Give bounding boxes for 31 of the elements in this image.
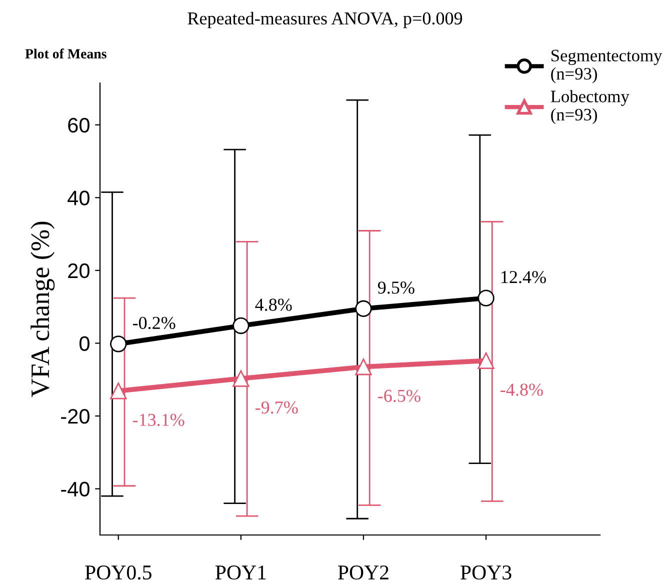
data-label: 9.5% xyxy=(378,282,414,294)
y-tick-label: 0 xyxy=(80,336,90,351)
data-label: 12.4% xyxy=(502,270,546,284)
data-label: -4.8% xyxy=(500,384,543,396)
point xyxy=(355,300,372,317)
data-label: -9.7% xyxy=(255,401,298,414)
legend-label: Lobectomy (n=93) xyxy=(550,90,630,124)
y-tick-label: 40 xyxy=(68,190,90,206)
point xyxy=(478,290,494,306)
chart-subtitle: Plot of Means xyxy=(25,48,106,58)
y-tick-label: 60 xyxy=(68,118,90,133)
data-label: -13.1% xyxy=(132,414,184,426)
x-tick-label: POY2 xyxy=(338,566,388,580)
legend-label: Segmentectomy (n=93) xyxy=(551,50,662,84)
point xyxy=(232,317,250,334)
point xyxy=(355,358,372,376)
x-tick-label: POY3 xyxy=(460,566,512,580)
y-axis-title: VFA change (%) xyxy=(30,222,55,398)
x-tick-label: POY0.5 xyxy=(85,565,152,580)
point xyxy=(110,382,127,400)
y-tick-label: -40 xyxy=(61,482,90,497)
point xyxy=(478,352,494,370)
data-label: -6.5% xyxy=(378,390,420,402)
point xyxy=(110,336,127,352)
x-tick-label: POY1 xyxy=(215,566,266,580)
point xyxy=(232,370,250,387)
y-tick-label: 20 xyxy=(68,263,90,278)
y-tick-label: -20 xyxy=(61,408,90,424)
chart-title: Repeated-measures ANOVA, p=0.009 xyxy=(188,12,462,28)
data-label: 4.8% xyxy=(255,298,292,311)
data-label: -0.2% xyxy=(132,316,176,330)
